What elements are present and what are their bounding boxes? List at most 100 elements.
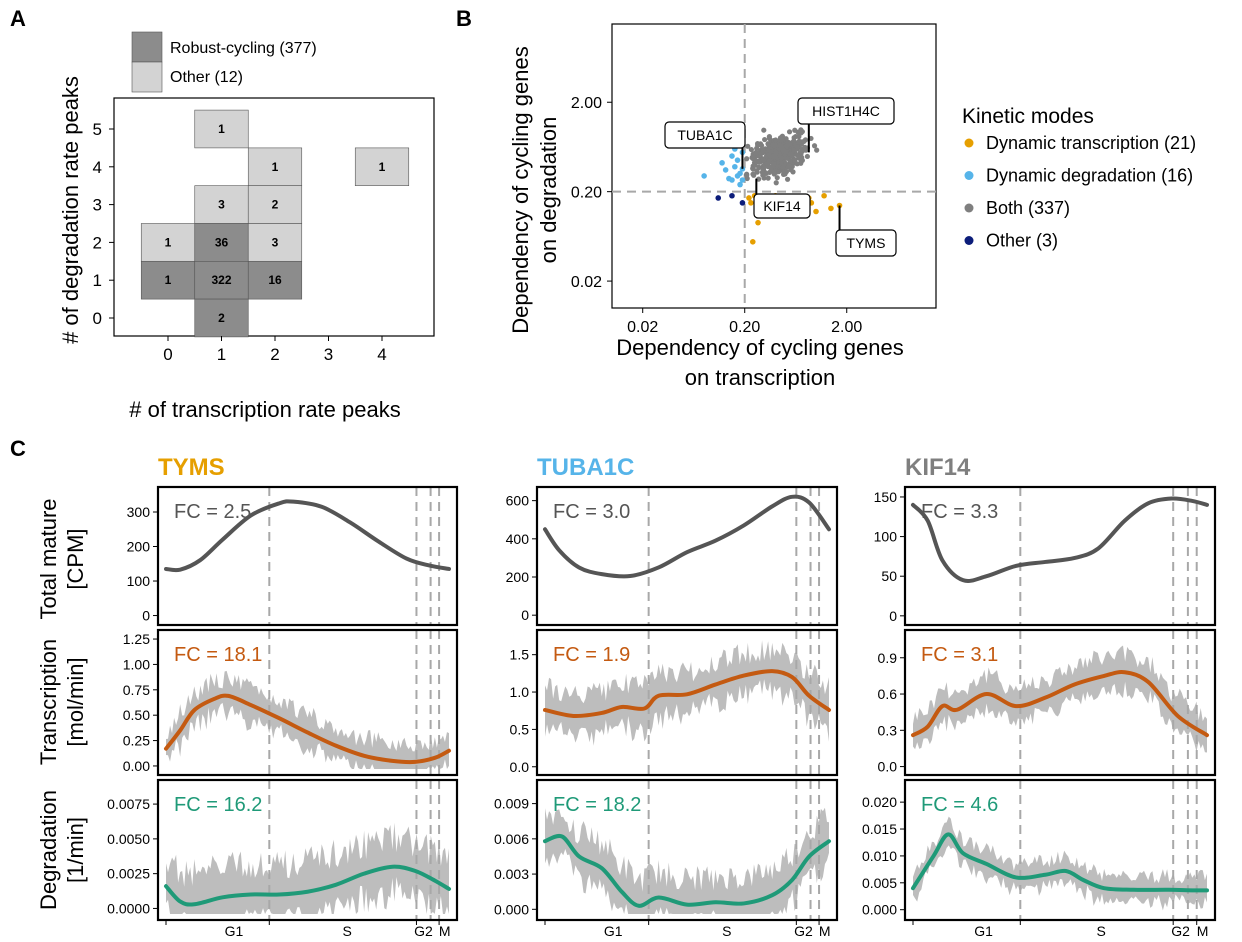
legend-swatch-robust — [131, 31, 163, 63]
heatmap-cell-label: 36 — [215, 235, 229, 249]
scatter-point-both — [756, 164, 762, 170]
scatter-point-both — [766, 152, 773, 158]
panel-b-scatter: 0.02 0.20 2.00 0.02 0.20 2.00 TUBA1C HIST1H4C KI… — [571, 23, 1196, 336]
scatter-point-both — [790, 138, 797, 144]
phase-label: G2 — [1171, 923, 1190, 939]
scatter-point-both — [750, 155, 756, 161]
degradation-line — [543, 833, 831, 908]
y-tick-label: 0.25 — [123, 733, 150, 749]
scatter-point-both — [744, 156, 750, 162]
scatter-point-dyn-deg — [732, 163, 738, 170]
scatter-point-both — [761, 127, 767, 133]
phase-label: S — [342, 923, 351, 939]
confidence-band — [166, 822, 449, 914]
scatter-point-other — [729, 192, 735, 199]
scatter-point-both — [773, 137, 779, 143]
scatter-point-both — [771, 161, 777, 167]
fold-change-label: FC = 16.2 — [174, 794, 262, 816]
legend-robust-label: Robust-cycling (377) — [170, 40, 317, 57]
scatter-point-both — [784, 176, 791, 182]
scatter-point-both — [774, 175, 780, 181]
phase-label: G1 — [604, 923, 623, 939]
scatter-point-dyn-tx — [755, 219, 761, 226]
phase-label: S — [1096, 923, 1105, 939]
y-tick-label: 50 — [881, 568, 897, 584]
subplot-frame — [156, 778, 459, 922]
fold-change-label: FC = 2.5 — [174, 501, 251, 523]
y-tick-label: 0 — [142, 608, 150, 624]
y-tick-label: 100 — [127, 573, 151, 589]
scatter-point-both — [750, 171, 756, 177]
y-tick-label: 5 — [93, 120, 102, 139]
scatter-point-both — [798, 130, 804, 136]
y-tick-label: 0.020 — [862, 794, 897, 810]
heatmap-cell-label: 1 — [218, 122, 225, 136]
scatter-point-dyn-tx — [821, 192, 827, 199]
heatmap-cell — [354, 147, 410, 186]
legend-dot — [964, 171, 974, 180]
y-tick-label: 0.015 — [862, 821, 897, 837]
degradation-line — [164, 864, 451, 907]
heatmap-cell-label: 1 — [165, 235, 172, 249]
heatmap-cell — [194, 223, 249, 262]
y-tick-label: 0.00 — [123, 758, 150, 774]
scatter-point-both — [773, 180, 779, 186]
y-tick-label: 1 — [93, 271, 102, 290]
legend-dot — [964, 203, 974, 213]
scatter-point-both — [769, 142, 776, 148]
annotation-box — [835, 229, 897, 257]
y-tick-label: 100 — [874, 529, 898, 545]
heatmap-cell — [140, 223, 196, 262]
y-tick-label: 0.006 — [494, 831, 529, 847]
mature-line — [543, 494, 831, 579]
scatter-point-both — [744, 172, 750, 178]
scatter-point-both — [761, 175, 767, 181]
heatmap-cell — [194, 298, 249, 338]
scatter-point-both — [748, 146, 754, 153]
legend-entry: Dynamic transcription (21) — [986, 133, 1196, 153]
gene-title: TUBA1C — [537, 454, 634, 481]
x-tick-label: 4 — [377, 345, 386, 364]
scatter-point-both — [753, 150, 759, 156]
scatter-point-both — [770, 153, 777, 160]
scatter-point-dyn-tx — [813, 208, 819, 215]
fold-change-label: FC = 3.3 — [921, 501, 998, 523]
row-label: [mol/min] — [63, 657, 88, 746]
row-label: Transcription — [36, 639, 61, 765]
scatter-point-both — [759, 169, 766, 175]
annotation-label: TYMS — [847, 235, 886, 251]
y-tick-label: 0.0050 — [107, 831, 150, 847]
y-tick-label: 2.00 — [571, 95, 602, 112]
y-tick-label: 0.75 — [123, 682, 150, 698]
phase-label: G2 — [794, 923, 813, 939]
scatter-point-both — [798, 157, 804, 164]
y-tick-label: 0.20 — [571, 185, 602, 202]
scatter-point-both — [758, 142, 765, 149]
scatter-point-both — [758, 151, 764, 157]
scatter-point-both — [792, 127, 798, 133]
y-tick-label: 1.0 — [510, 684, 530, 700]
scatter-point-both — [766, 135, 773, 142]
annotation-box — [797, 97, 895, 125]
legend-entry: Other (3) — [986, 231, 1058, 251]
heatmap-cell-label: 2 — [272, 198, 279, 212]
scatter-point-both — [767, 164, 774, 170]
subplot-frame — [156, 628, 459, 777]
gene-title: TYMS — [158, 454, 225, 481]
y-tick-label: 0.3 — [878, 722, 898, 738]
confidence-band — [913, 816, 1207, 911]
scatter-point-both — [780, 164, 786, 170]
transcription-line — [911, 670, 1209, 738]
scatter-point-dyn-deg — [737, 170, 743, 177]
scatter-point-both — [762, 136, 768, 143]
subplot-frame — [535, 485, 839, 627]
y-tick-label: 1.5 — [510, 647, 530, 663]
phase-label: M — [439, 923, 451, 939]
scatter-point-dyn-tx — [749, 238, 756, 245]
panel-b-frame — [611, 23, 937, 309]
legend-entry: Dynamic degradation (16) — [986, 166, 1193, 186]
panel-a-heatmap: 1 1 1 3 2 1 36 3 1 322 16 2 0 1 2 3 4 0 1 2 3 4 5 — [93, 31, 435, 364]
y-tick-label: 0.0000 — [107, 900, 150, 916]
y-tick-label: 600 — [506, 493, 530, 509]
subplot-frame — [903, 485, 1217, 627]
